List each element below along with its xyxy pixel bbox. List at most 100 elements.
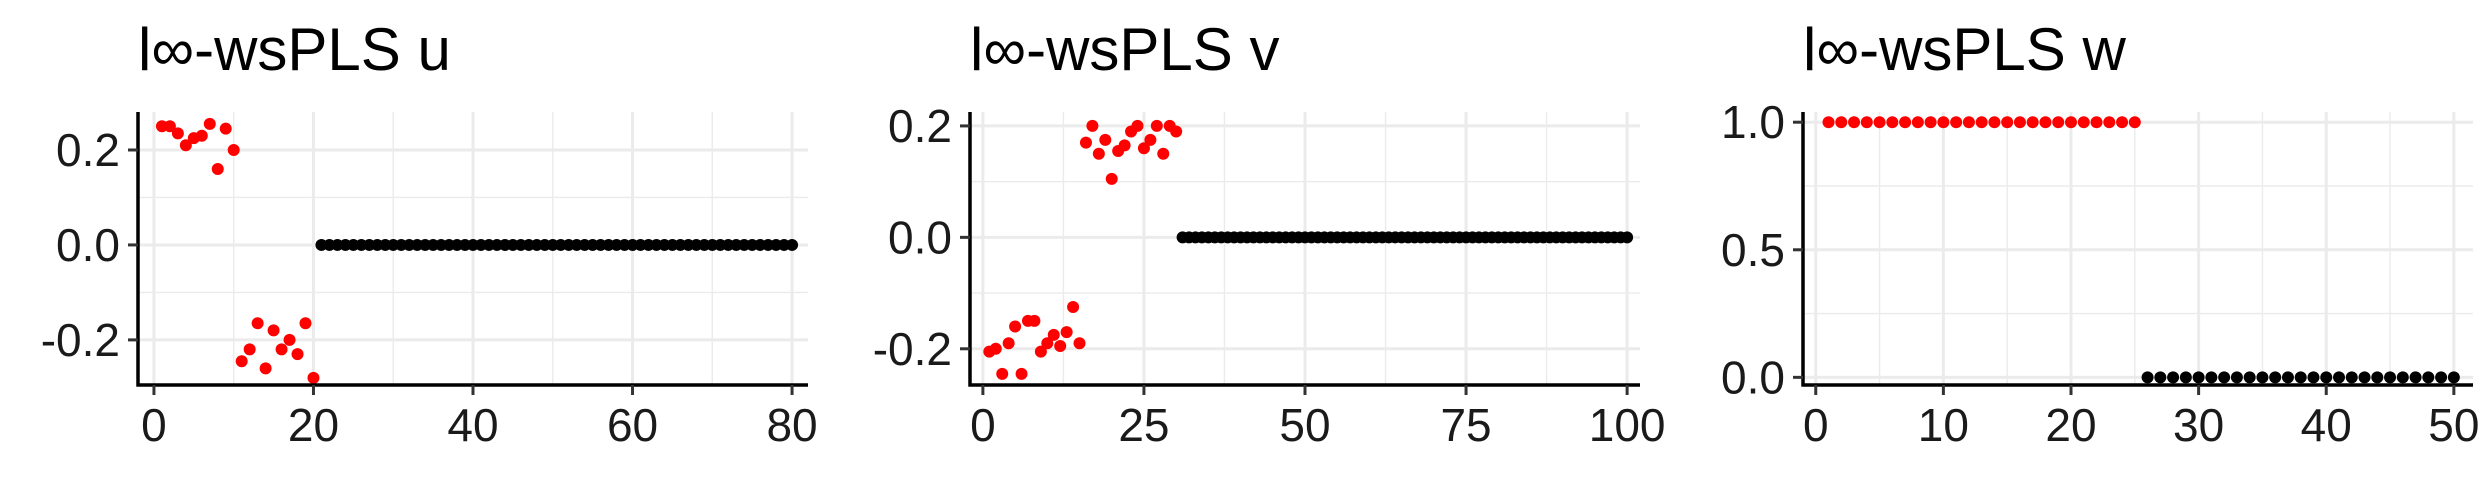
- red-point: [1118, 139, 1131, 152]
- red-point: [235, 355, 248, 368]
- black-point: [2192, 371, 2205, 384]
- red-point: [1886, 116, 1899, 129]
- red-point: [1950, 116, 1963, 129]
- x-tick-label: 10: [1918, 399, 1969, 451]
- black-point: [2294, 371, 2307, 384]
- red-point: [989, 342, 1002, 355]
- x-tick-label: 40: [447, 399, 498, 451]
- black-point: [2167, 371, 2180, 384]
- x-tick-label: 50: [1279, 399, 1330, 451]
- panel-u: l∞-wsPLS u 0 20 40 60 80 -0.2 0.0 0.2: [41, 16, 818, 451]
- red-point: [1873, 116, 1886, 129]
- y-tick-label: 0.2: [888, 100, 952, 152]
- black-point: [2409, 371, 2422, 384]
- red-point: [2065, 116, 2077, 129]
- x-tick-label: 20: [288, 399, 339, 451]
- red-point: [1144, 133, 1157, 146]
- black-point: [2307, 371, 2320, 384]
- x-tick-label: 75: [1440, 399, 1491, 451]
- red-point: [1962, 116, 1975, 129]
- x-tick-label: 30: [2173, 399, 2224, 451]
- red-point: [2026, 116, 2039, 129]
- red-point: [251, 317, 264, 330]
- y-tick-label: 0.0: [888, 211, 952, 263]
- red-point: [243, 343, 256, 356]
- black-point: [2205, 371, 2218, 384]
- black-point: [2154, 371, 2167, 384]
- red-point: [267, 324, 280, 337]
- red-point: [1937, 116, 1950, 129]
- red-point: [1137, 142, 1150, 155]
- panel-title-w: l∞-wsPLS w: [1803, 16, 2126, 83]
- red-point: [307, 371, 320, 384]
- y-tick-label: -0.2: [41, 314, 120, 366]
- red-point: [1822, 116, 1835, 129]
- black-point: [2333, 371, 2345, 384]
- red-point: [1079, 136, 1092, 149]
- black-point: [2218, 371, 2231, 384]
- red-point: [1105, 172, 1118, 185]
- red-point: [2001, 116, 2014, 129]
- black-point: [2371, 371, 2384, 384]
- panel-w: l∞-wsPLS w 0 10 20 30 40 50 0.0 0.5 1.0: [1721, 16, 2479, 451]
- black-point: [2269, 371, 2282, 384]
- red-point: [2039, 116, 2052, 129]
- red-point: [2077, 116, 2090, 129]
- red-point: [2052, 116, 2065, 129]
- red-point: [299, 317, 312, 330]
- panel-v: l∞-wsPLS v 0 25 50 75 100 -0.2 0.0 0.2: [873, 16, 1666, 451]
- red-point: [1009, 320, 1022, 333]
- red-point: [2128, 116, 2141, 129]
- red-point: [996, 367, 1009, 380]
- red-point: [1131, 119, 1144, 132]
- red-point: [259, 362, 272, 375]
- red-point: [1860, 116, 1873, 129]
- black-point: [2243, 371, 2256, 384]
- plot-v: 0 25 50 75 100 -0.2 0.0 0.2: [873, 100, 1666, 451]
- red-point: [2090, 116, 2103, 129]
- red-point: [1041, 337, 1054, 350]
- black-point: [786, 238, 799, 251]
- red-point: [1034, 345, 1047, 358]
- black-point: [2384, 371, 2397, 384]
- red-point: [219, 122, 232, 135]
- red-point: [1054, 340, 1067, 352]
- y-tick-label: 0.5: [1721, 224, 1785, 276]
- red-point: [1899, 116, 1912, 129]
- x-tick-label: 40: [2301, 399, 2352, 451]
- red-point: [1092, 147, 1105, 160]
- red-point: [2116, 116, 2129, 129]
- red-point: [1988, 116, 2001, 129]
- black-point: [2447, 371, 2460, 384]
- black-point: [2256, 371, 2269, 384]
- x-tick-label: 0: [970, 399, 996, 451]
- red-point: [1073, 337, 1086, 350]
- plot-u: 0 20 40 60 80 -0.2 0.0 0.2: [41, 112, 818, 451]
- plot-w: 0 10 20 30 40 50 0.0 0.5 1.0: [1721, 96, 2479, 451]
- red-point: [291, 348, 304, 361]
- y-tick-label: 1.0: [1721, 96, 1785, 148]
- red-point: [283, 333, 296, 346]
- red-point: [1150, 119, 1163, 132]
- red-point: [179, 139, 192, 152]
- red-point: [1099, 133, 1112, 146]
- x-tick-label: 60: [607, 399, 658, 451]
- x-tick-label: 0: [1803, 399, 1829, 451]
- red-point: [1060, 326, 1073, 339]
- y-tick-label: 0.0: [1721, 351, 1785, 403]
- y-tick-label: 0.0: [56, 219, 120, 271]
- red-point: [227, 143, 240, 156]
- x-tick-label: 100: [1589, 399, 1666, 451]
- black-point: [1621, 231, 1634, 244]
- red-point: [195, 129, 208, 142]
- red-point: [1157, 147, 1170, 160]
- red-point: [275, 343, 288, 356]
- black-point: [2230, 371, 2243, 384]
- black-point: [2320, 371, 2333, 384]
- panel-title-v: l∞-wsPLS v: [970, 16, 1280, 83]
- panel-title-u: l∞-wsPLS u: [138, 16, 451, 83]
- x-tick-label: 50: [2428, 399, 2479, 451]
- x-tick-label: 20: [2045, 399, 2096, 451]
- black-point: [2422, 371, 2435, 384]
